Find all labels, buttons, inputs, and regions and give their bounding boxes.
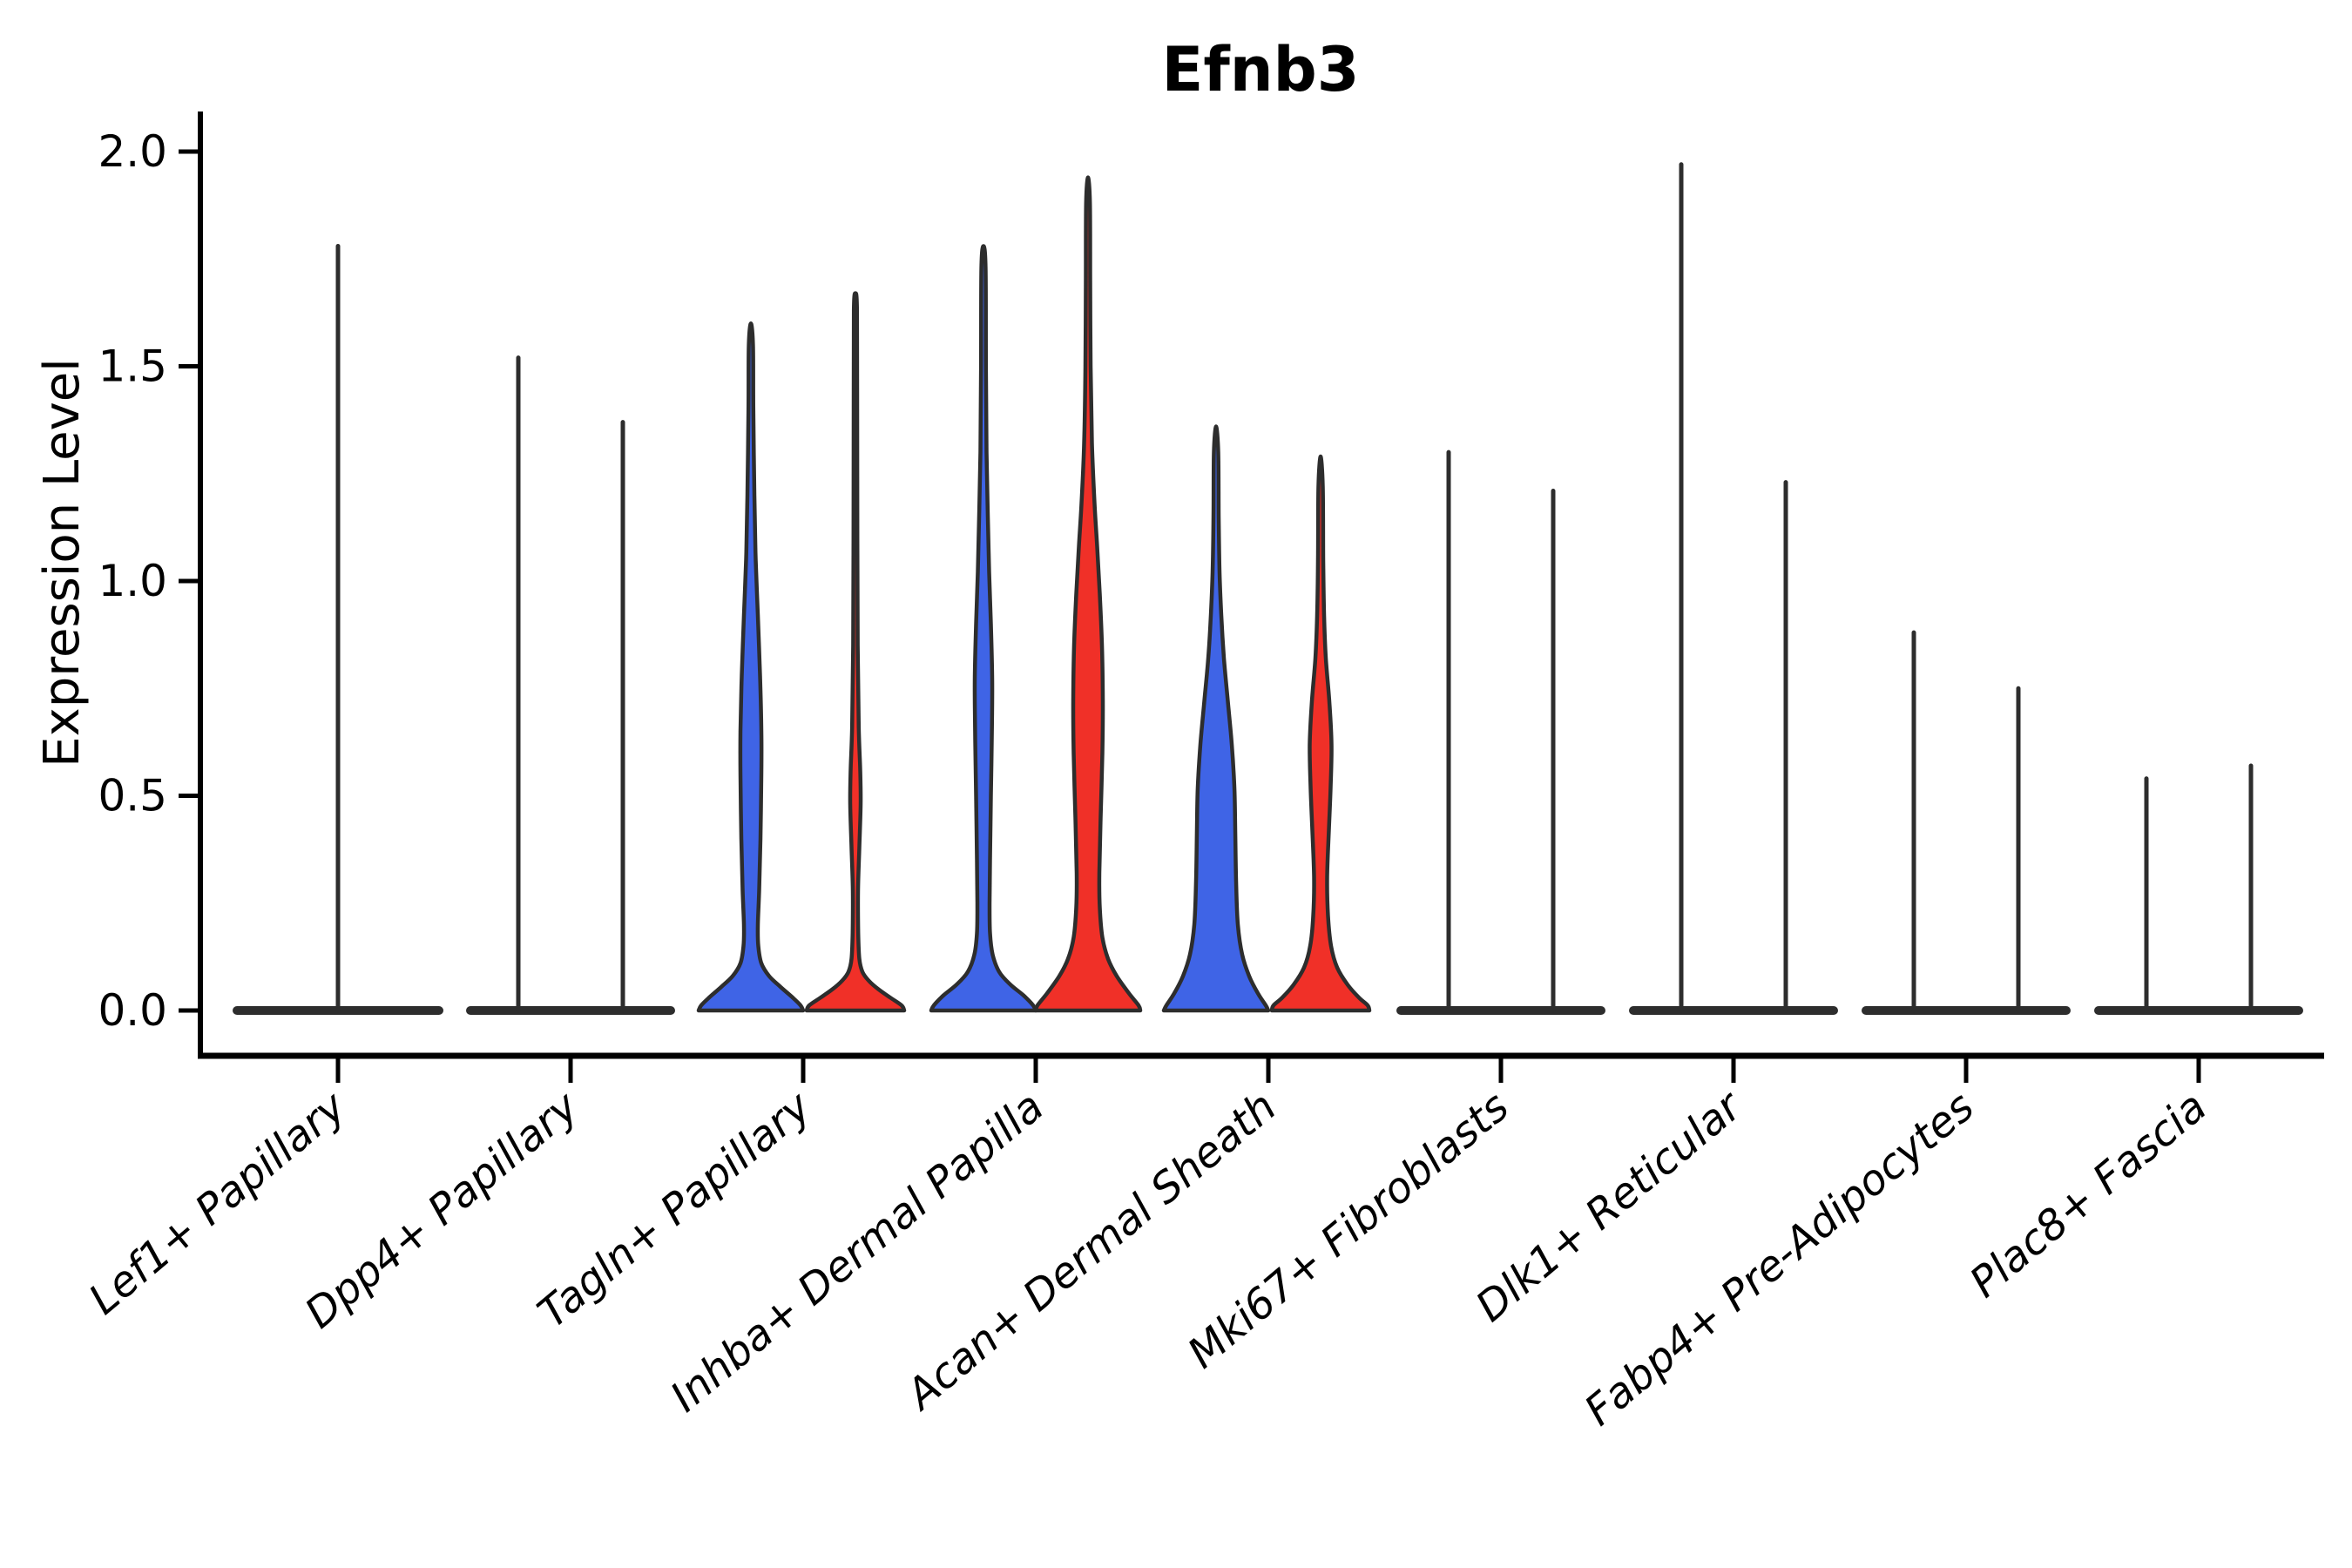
flat-violin-base [466, 1006, 675, 1015]
violin-body-blue [1161, 424, 1271, 1013]
y-tick-label: 1.0 [98, 556, 167, 606]
flat-violin-base [1396, 1006, 1605, 1015]
violin-body-red [1033, 175, 1143, 1013]
y-tick-label: 0.5 [98, 771, 167, 821]
flat-violin-base [2094, 1006, 2303, 1015]
flat-violin-base [1862, 1006, 2071, 1015]
violin-body-red [804, 291, 907, 1013]
x-category-label: Inhba+ Dermal Papilla [661, 1082, 1052, 1422]
x-category-label: Plac8+ Fascia [1961, 1082, 2216, 1307]
violin-body-blue [929, 244, 1038, 1013]
violin-body-red [1269, 454, 1372, 1013]
chart-title: Efnb3 [1161, 34, 1360, 105]
y-tick-label: 0.0 [98, 985, 167, 1036]
y-tick-label: 2.0 [98, 126, 167, 177]
y-tick-label: 1.5 [98, 341, 167, 392]
x-category-label: Acan+ Dermal Sheath [896, 1082, 1286, 1420]
violin-body-blue [696, 321, 806, 1013]
x-category-label: Fabp4+ Pre-Adipocytes [1576, 1082, 1984, 1436]
flat-violin-base [1629, 1006, 1838, 1015]
